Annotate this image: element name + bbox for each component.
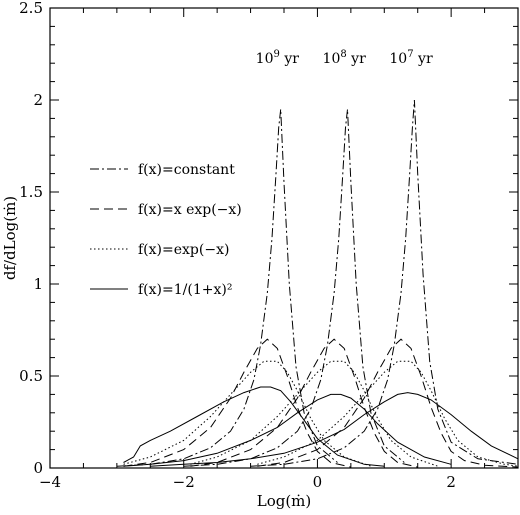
series-line: f(x)=1/(1+x)² — 10⁸ yr	[123, 393, 452, 467]
legend: f(x)=constant f(x)=x exp(−x) f(x)=exp(−x) f…	[90, 162, 242, 298]
x-axis-label: Log(ṁ)	[257, 492, 312, 510]
age-label: 109 yr	[256, 49, 300, 67]
y-tick-labels: 0 0.5 1 1.5 2 2.5	[19, 0, 43, 477]
series-solid: f(x)=1/(1+x)² — 10⁹ yrf(x)=1/(1+x)² — 10…	[123, 386, 519, 467]
legend-label: f(x)=x exp(−x)	[138, 202, 242, 218]
plot-frame	[49, 7, 519, 469]
series-curves: f(x)=constant — 10⁹ yrf(x)=constant — 10…	[116, 99, 519, 468]
y-tick-label: 0	[33, 459, 43, 477]
series-line: f(x)=exp(−x) — 10⁸ yr	[190, 360, 438, 467]
y-tick-label: 2	[33, 91, 43, 109]
series-line: f(x)=constant — 10⁸ yr	[183, 109, 405, 467]
axis-ticks	[49, 7, 519, 469]
age-label: 107 yr	[389, 49, 433, 67]
series-dashdot: f(x)=constant — 10⁹ yrf(x)=constant — 10…	[116, 99, 519, 467]
series-line: f(x)=constant — 10⁹ yr	[116, 109, 338, 467]
x-tick-label: 0	[313, 473, 323, 491]
legend-label: f(x)=constant	[138, 162, 235, 178]
x-tick-label: −2	[173, 473, 195, 491]
y-tick-label: 2.5	[19, 0, 43, 17]
legend-label: f(x)=exp(−x)	[138, 242, 229, 258]
y-tick-label: 1.5	[19, 183, 43, 201]
series-dashed: f(x)=x exp(−x) — 10⁹ yrf(x)=x exp(−x) — …	[123, 338, 519, 468]
age-label: 108 yr	[323, 49, 367, 67]
age-annotations: 109 yr 108 yr 107 yr	[256, 49, 433, 67]
y-axis-label: df/dLog(ṁ)	[1, 196, 19, 280]
series-line: f(x)=1/(1+x)² — 10⁷ yr	[150, 392, 519, 467]
x-tick-label: 2	[446, 473, 456, 491]
x-tick-label: −4	[39, 473, 61, 491]
series-line: f(x)=1/(1+x)² — 10⁹ yr	[123, 386, 385, 467]
series-dotted: f(x)=exp(−x) — 10⁹ yrf(x)=exp(−x) — 10⁸ …	[123, 360, 519, 467]
y-tick-label: 1	[33, 275, 43, 293]
y-tick-label: 0.5	[19, 367, 43, 385]
series-line: f(x)=exp(−x) — 10⁹ yr	[123, 360, 372, 467]
series-line: f(x)=x exp(−x) — 10⁸ yr	[190, 338, 418, 468]
series-line: f(x)=constant — 10⁷ yr	[250, 99, 519, 467]
x-tick-labels: −4 −2 0 2	[39, 473, 456, 491]
series-line: f(x)=x exp(−x) — 10⁹ yr	[123, 338, 352, 468]
series-line: f(x)=exp(−x) — 10⁷ yr	[257, 360, 519, 467]
legend-label: f(x)=1/(1+x)²	[138, 282, 232, 298]
